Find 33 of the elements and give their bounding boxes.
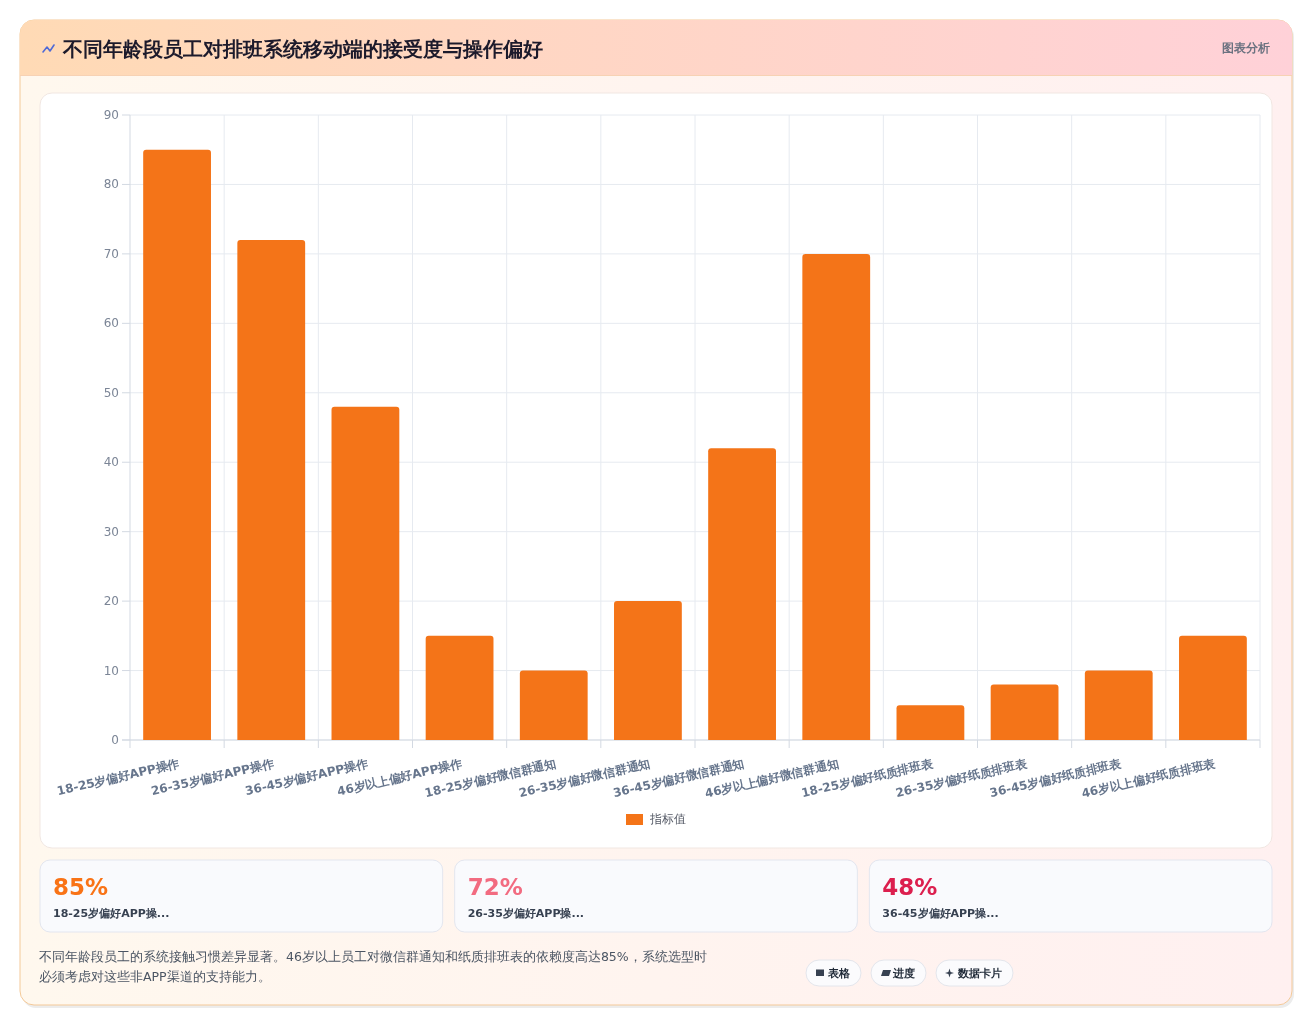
bar: [331, 406, 400, 740]
bar: [425, 635, 494, 740]
legend: 指标值: [626, 812, 686, 826]
y-tick-label: 60: [103, 316, 119, 331]
bar: [896, 705, 965, 740]
text: 不同年龄段员工的系统接触习惯差异显著。46岁以上员工对微信群通知和纸质排班表的依赖度高达85%，系统选型时必须考虑对这些非APP渠道的支持能力。: [39, 949, 707, 984]
card: 48% 36-45岁偏好APP操...: [868, 859, 1273, 933]
bar: [614, 601, 682, 740]
text: 图表分析: [1222, 41, 1270, 55]
y-tick-label: 20: [103, 594, 119, 609]
bar: [143, 149, 211, 740]
y-tick-label: 30: [103, 524, 119, 539]
card: 72% 26-35岁偏好APP操...: [454, 859, 858, 933]
chip: 数据卡片: [935, 959, 1014, 987]
y-tick-label: 80: [103, 177, 119, 192]
y-tick-label: 90: [103, 108, 119, 122]
chip: 表格: [805, 959, 862, 987]
card: 85% 18-25岁偏好APP操...: [39, 859, 444, 933]
chip: 进度: [870, 959, 927, 987]
bar: [237, 240, 306, 740]
y-tick-label: 0: [111, 733, 119, 747]
y-tick-label: 10: [103, 663, 119, 678]
bar: [708, 448, 776, 740]
y-tick-label: 50: [103, 385, 119, 400]
bar: [802, 253, 871, 740]
bar: [990, 684, 1059, 740]
legend-label: 指标值: [649, 812, 686, 826]
y-tick-label: 40: [103, 455, 119, 470]
bar: [1179, 635, 1247, 740]
y-tick-label: 70: [103, 246, 119, 261]
bar: [519, 670, 588, 740]
chart-title: 不同年龄段员工对排班系统移动端的接受度与操作偏好: [62, 37, 543, 61]
bar: [1084, 670, 1153, 740]
